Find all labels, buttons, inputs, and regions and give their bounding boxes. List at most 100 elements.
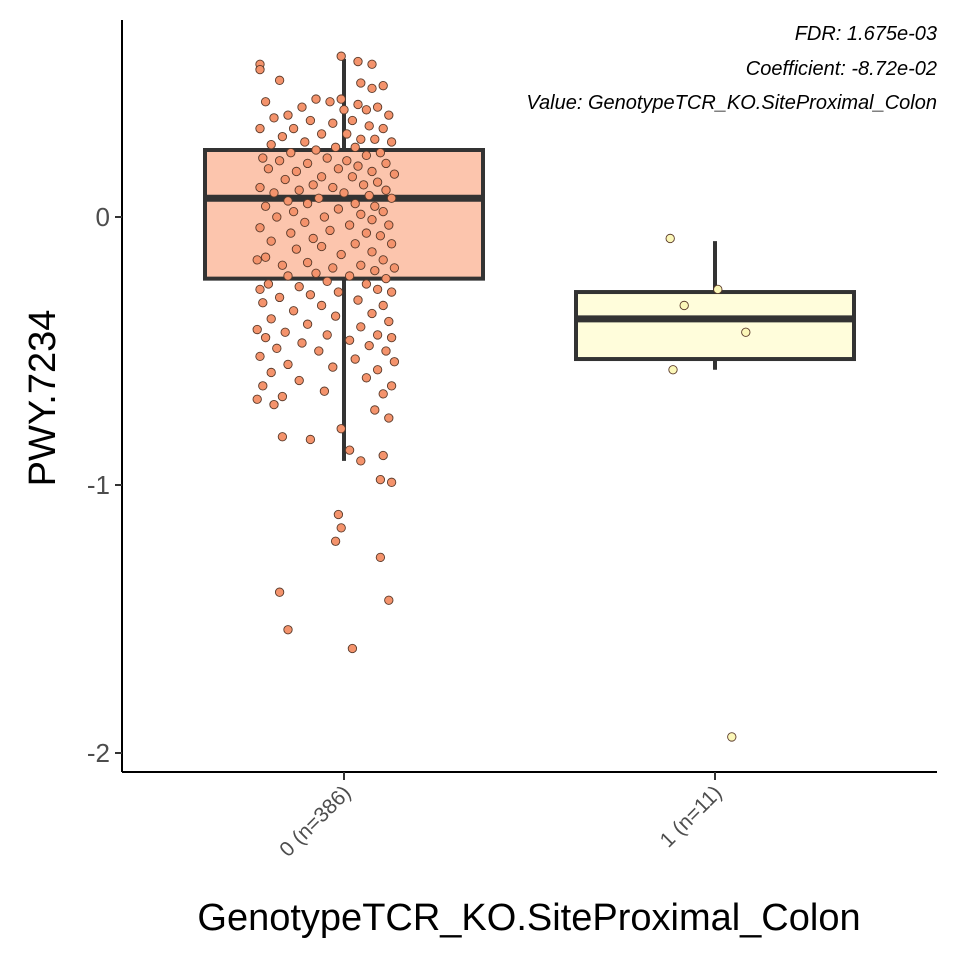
data-point	[330, 311, 341, 321]
data-point	[269, 188, 279, 198]
data-point	[381, 158, 391, 169]
data-point	[263, 164, 274, 174]
data-point	[277, 131, 288, 142]
data-point	[336, 249, 346, 260]
data-point	[322, 276, 332, 286]
data-point	[361, 105, 372, 115]
data-point	[300, 137, 310, 147]
data-point	[367, 308, 377, 319]
data-point	[288, 123, 299, 134]
data-point	[263, 279, 274, 289]
data-point	[274, 587, 285, 597]
data-point	[302, 158, 313, 169]
data-point	[356, 209, 366, 219]
data-point	[378, 255, 388, 265]
box	[203, 148, 485, 281]
data-point	[294, 375, 304, 386]
plot-area	[203, 51, 856, 742]
data-point	[283, 359, 293, 370]
data-point	[300, 217, 310, 228]
data-point	[342, 156, 352, 166]
data-point	[308, 180, 318, 190]
data-point	[356, 322, 366, 332]
data-point	[319, 386, 330, 396]
annotations: FDR: 1.675e-03 Coefficient: -8.72e-02 Va…	[526, 23, 937, 114]
data-point	[280, 327, 290, 337]
data-point	[342, 129, 352, 139]
data-point	[344, 220, 355, 230]
annotation-fdr: FDR: 1.675e-03	[795, 23, 937, 45]
data-point	[364, 121, 374, 131]
data-point	[314, 346, 324, 356]
x-tick-label: 0 (n=386)	[275, 781, 355, 861]
data-point	[252, 324, 262, 335]
data-point	[378, 123, 388, 134]
y-tick-label: -2	[87, 738, 110, 768]
data-point	[328, 118, 338, 128]
data-point	[347, 172, 358, 182]
data-point	[255, 64, 265, 75]
data-point	[286, 228, 296, 238]
data-point	[381, 185, 391, 195]
data-point	[372, 330, 383, 340]
y-axis-title: PWY.7234	[22, 310, 64, 487]
data-point	[370, 201, 380, 211]
data-point	[266, 367, 276, 378]
x-tick-label: 1 (n=11)	[656, 781, 727, 852]
data-point	[741, 327, 751, 337]
data-point	[272, 212, 282, 222]
data-point	[367, 59, 377, 69]
data-point	[384, 110, 394, 120]
data-point	[302, 257, 313, 268]
data-point	[274, 75, 285, 85]
data-point	[356, 134, 366, 144]
data-point	[347, 115, 358, 126]
data-point	[364, 340, 374, 351]
data-point	[386, 137, 397, 147]
y-tick-label: 0	[96, 202, 110, 232]
data-point	[336, 424, 346, 434]
data-point	[353, 56, 363, 67]
data-point	[353, 295, 363, 305]
data-point	[330, 142, 341, 152]
data-point	[258, 153, 268, 163]
data-point	[330, 536, 341, 546]
data-point	[361, 228, 372, 238]
data-point	[311, 268, 321, 278]
data-point	[260, 97, 271, 107]
data-point	[386, 193, 397, 203]
data-point	[333, 164, 344, 174]
data-point	[386, 239, 397, 249]
data-point	[364, 190, 374, 201]
data-point	[316, 172, 327, 182]
data-point	[283, 625, 293, 635]
data-point	[258, 381, 268, 391]
data-point	[384, 413, 394, 423]
data-point	[333, 287, 344, 297]
data-point	[277, 260, 288, 270]
data-point	[344, 335, 355, 345]
data-point	[322, 330, 332, 340]
data-point	[378, 300, 388, 311]
data-point	[294, 282, 304, 292]
data-point	[266, 139, 276, 150]
data-point	[328, 362, 338, 372]
data-point	[314, 193, 324, 203]
data-point	[260, 252, 271, 262]
data-point	[370, 134, 380, 144]
data-point	[280, 174, 290, 185]
data-point	[375, 148, 386, 158]
data-point	[375, 231, 386, 241]
box	[574, 290, 856, 362]
data-point	[336, 51, 346, 61]
data-point	[665, 233, 675, 244]
data-point	[302, 319, 313, 329]
data-point	[386, 477, 397, 487]
x-axis-title: GenotypeTCR_KO.SiteProximal_Colon	[197, 897, 860, 939]
data-point	[361, 279, 372, 289]
data-point	[389, 357, 400, 367]
y-tick-label: -1	[87, 470, 110, 500]
annotation-coefficient: Coefficient: -8.72e-02	[746, 58, 937, 80]
data-point	[308, 233, 318, 244]
data-point	[350, 198, 360, 209]
